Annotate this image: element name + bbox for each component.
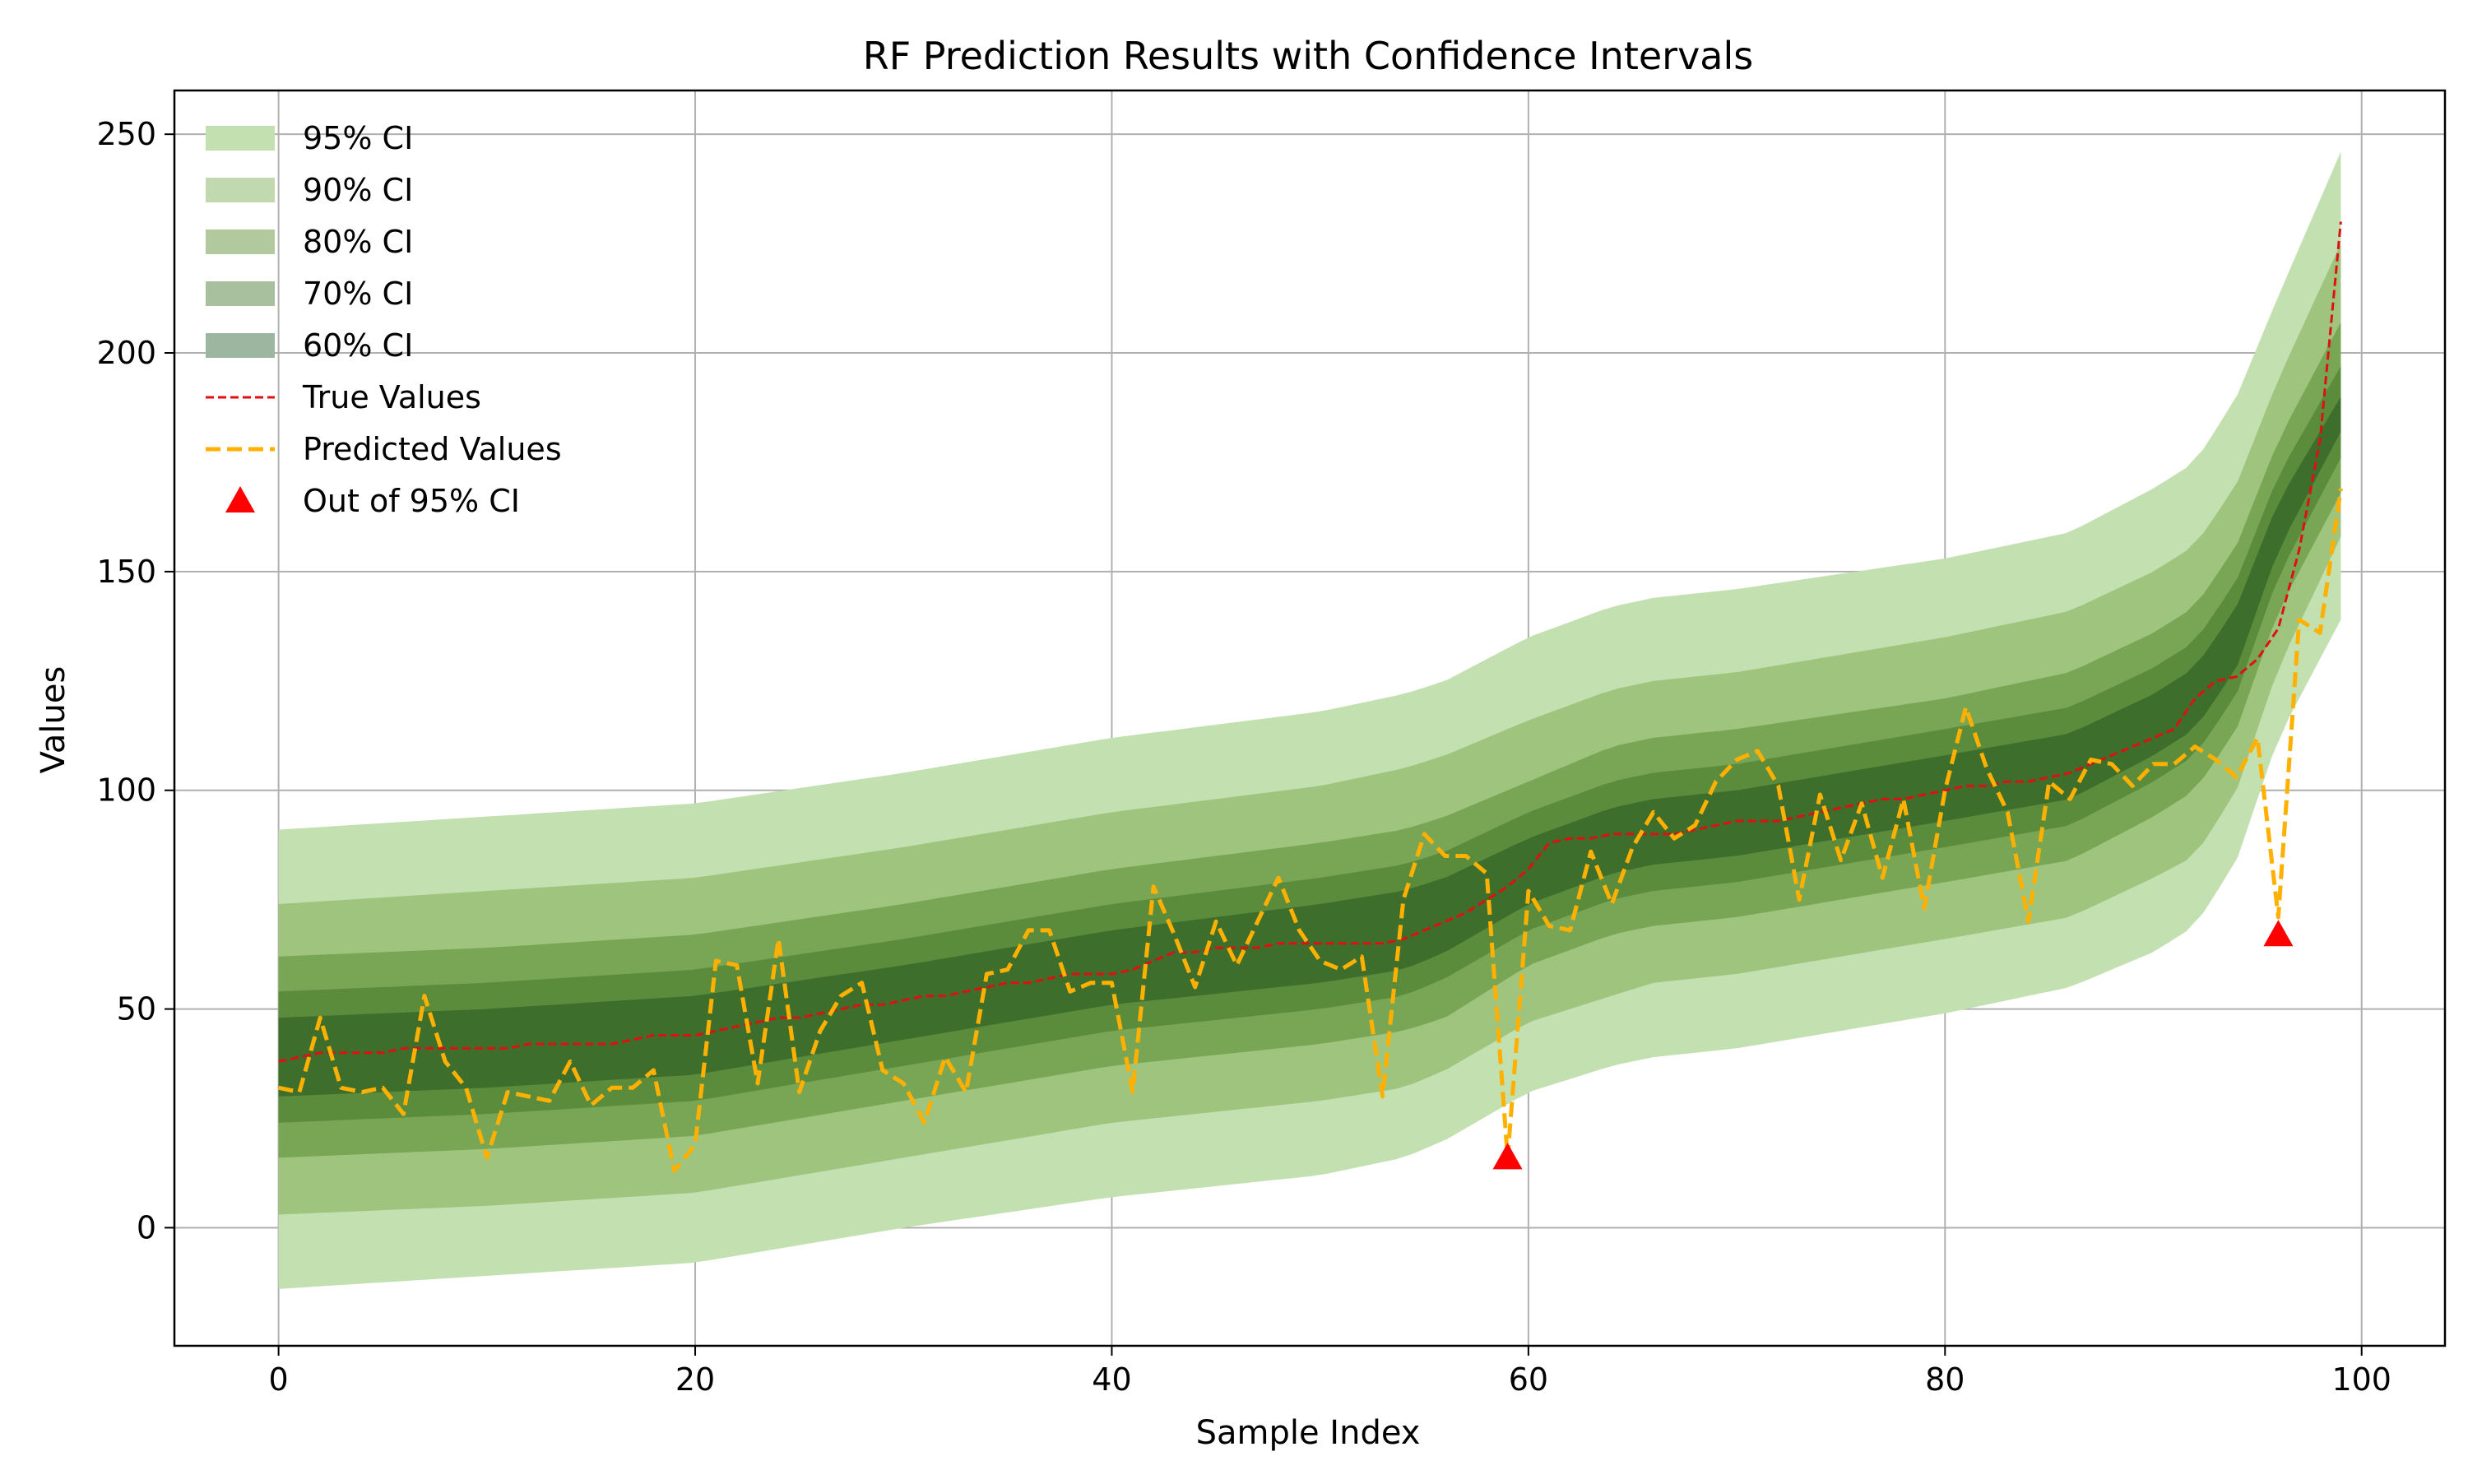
axes-frame: [173, 89, 2447, 1347]
y-tick-label: 0: [137, 1209, 156, 1245]
legend-label: 80% CI: [303, 224, 413, 260]
legend-marker: [225, 486, 255, 512]
legend-label: 90% CI: [303, 172, 413, 208]
x-tick-label: 80: [1925, 1361, 1965, 1398]
ci-band-2: [278, 322, 2341, 1158]
x-tick-label: 40: [1092, 1361, 1131, 1398]
y-tick-label: 150: [96, 554, 156, 590]
legend-swatch-1: [206, 178, 275, 202]
y-tick-label: 100: [96, 772, 156, 809]
legend-swatch-0: [206, 126, 275, 151]
legend: 95% CI 90% CI 80% CI 70% CI 60% CI True Value…: [206, 120, 562, 519]
x-tick-label: 60: [1509, 1361, 1548, 1398]
y-tick-label: 50: [117, 991, 156, 1027]
true-values-line: [278, 221, 2342, 1063]
out-of-ci-marker: [2263, 920, 2294, 947]
legend-label: Predicted Values: [303, 431, 562, 467]
y-tick-label: 250: [96, 116, 156, 152]
plot-area: 0 20 40 60 80 100 0 50 100 150 200 250: [96, 89, 2447, 1398]
x-tick-label: 20: [675, 1361, 715, 1398]
out-of-ci-marker: [1492, 1143, 1523, 1170]
legend-swatch-2: [206, 230, 275, 254]
legend-swatch-3: [206, 281, 275, 306]
legend-label: 70% CI: [303, 276, 413, 312]
legend-label: True Values: [302, 379, 481, 415]
legend-label: 60% CI: [303, 327, 413, 364]
y-tick-label: 200: [96, 335, 156, 371]
y-axis-label: Values: [35, 666, 72, 774]
x-axis-label: Sample Index: [1196, 1414, 1421, 1452]
chart-title: RF Prediction Results with Confidence In…: [863, 34, 1754, 78]
x-tick-label: 0: [269, 1361, 289, 1398]
legend-swatch-4: [206, 333, 275, 358]
legend-label: 95% CI: [303, 120, 413, 156]
x-tick-label: 100: [2331, 1361, 2391, 1398]
legend-label: Out of 95% CI: [303, 483, 520, 519]
ci-band-4: [278, 397, 2341, 1097]
